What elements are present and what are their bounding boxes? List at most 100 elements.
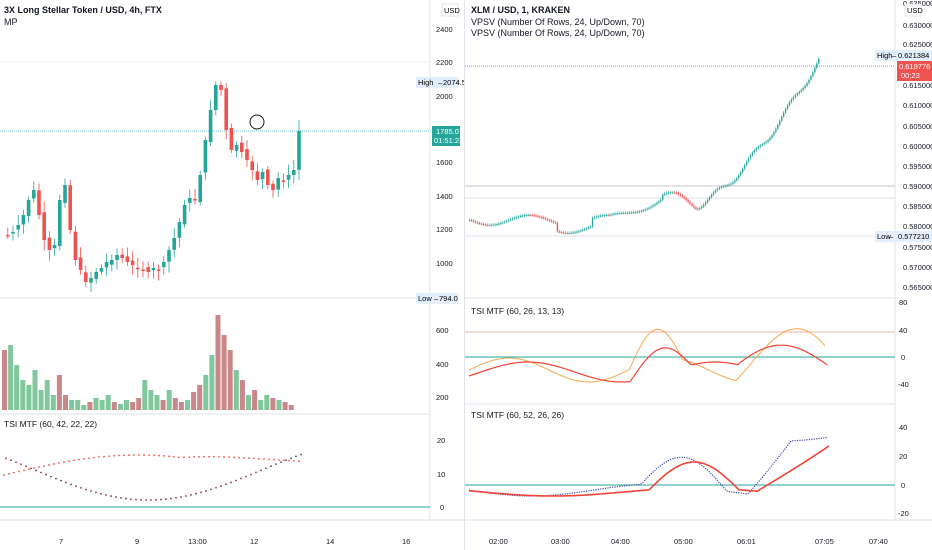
tsi-dot (48, 464, 50, 466)
high-value: 2074.5 (443, 78, 464, 87)
left-tsi-title[interactable]: TSI MTF (60, 42, 22, 22) (4, 419, 98, 429)
right-chart-canvas[interactable]: 0.635000 0.630000 0.625000 0.615000 0.61… (465, 0, 932, 550)
tsi-dot (73, 459, 75, 462)
right-tsi2-title[interactable]: TSI MTF (60, 52, 26, 26) (471, 410, 565, 420)
right-tsi1-title[interactable]: TSI MTF (60, 26, 13, 13) (471, 306, 565, 316)
candle-body (203, 140, 208, 173)
candle-body (255, 171, 260, 180)
tsi-dot (180, 496, 182, 498)
candle-body (804, 85, 806, 89)
tsi-dot (70, 483, 72, 486)
candle-body (266, 169, 270, 185)
tsi-dot (200, 491, 202, 494)
candle-body (716, 188, 719, 191)
candle-body (469, 220, 471, 221)
low-dash: – (434, 294, 439, 303)
time-tick: 05:00 (674, 537, 693, 546)
tsi-dot (260, 469, 262, 472)
left-tsi-dots (3, 453, 302, 501)
left-chart-canvas[interactable]: 2400 2200 2000 1600 1400 1200 1000 USD H… (0, 0, 464, 550)
right-chart-pane[interactable]: 0.635000 0.630000 0.625000 0.615000 0.61… (464, 0, 932, 550)
candle-body (749, 155, 752, 159)
candle-body (104, 262, 109, 268)
candle-body (745, 161, 748, 166)
candle-body (488, 224, 490, 226)
currency-button[interactable] (441, 3, 459, 17)
candle-body (650, 206, 652, 208)
candle-body (574, 232, 576, 234)
tsi-dot (238, 456, 240, 459)
candle-body (582, 229, 584, 231)
candle-body (730, 183, 732, 185)
tsi-dot (123, 454, 125, 457)
candle-body (808, 79, 810, 84)
volume-bar (8, 345, 14, 410)
candle-body (601, 215, 603, 217)
candle-body (654, 204, 656, 206)
candle-body (240, 142, 244, 152)
tsi-dot (103, 455, 105, 458)
tsi-dot (205, 490, 207, 492)
tsi-dot (83, 457, 85, 460)
candle-body (617, 213, 619, 215)
candle-body (6, 234, 10, 237)
candle-body (523, 215, 525, 217)
tsi-dot (88, 457, 90, 460)
left-volume-series (2, 315, 294, 410)
candle-body (681, 195, 683, 197)
candle-body (78, 257, 83, 270)
candle-body (740, 172, 742, 176)
tsi-dot (163, 455, 165, 457)
high-tag (416, 77, 458, 88)
candle-body (496, 224, 498, 226)
candle-body (685, 198, 687, 201)
currency-button[interactable] (904, 3, 922, 17)
tsi-dot (253, 457, 255, 460)
volume-bar (160, 400, 166, 410)
countdown: 00:23 (901, 71, 920, 80)
volume-bar (93, 398, 99, 410)
candle-body (722, 186, 724, 188)
volume-bar (288, 405, 294, 410)
volume-bar (117, 404, 123, 410)
volume-bar (172, 398, 178, 410)
left-indicator-label[interactable]: MP (4, 17, 18, 27)
circle-drawing[interactable] (249, 114, 265, 130)
candle-body (673, 192, 676, 194)
left-chart-pane[interactable]: 2400 2200 2000 1600 1400 1200 1000 USD H… (0, 0, 464, 550)
low-tag (875, 231, 932, 242)
vpsv-indicator-2[interactable]: VPSV (Number Of Rows, 24, Up/Down, 70) (471, 28, 645, 38)
volume-bar (105, 395, 111, 410)
candle-body (683, 196, 685, 199)
vpsv-indicator-1[interactable]: VPSV (Number Of Rows, 24, Up/Down, 70) (471, 17, 645, 27)
candle-body (794, 95, 797, 98)
candle-body (58, 200, 62, 247)
tsi2-tick: 40 (899, 423, 907, 432)
candle-body (679, 194, 681, 196)
candle-body (506, 220, 508, 222)
candle-body (728, 184, 730, 186)
volume-bar (136, 398, 142, 410)
candle-body (482, 224, 485, 226)
tsi-dot (60, 479, 62, 482)
volume-bar (209, 355, 215, 410)
tsi-dot (155, 498, 157, 501)
candle-body (621, 212, 623, 214)
candle-body (472, 220, 475, 222)
candle-body (162, 262, 166, 268)
candle-body (812, 72, 814, 77)
volume-bar (227, 350, 233, 410)
tsi-dot (58, 462, 60, 464)
tsi-dot (218, 455, 220, 458)
tsi-dot (270, 465, 272, 468)
tsi-dot (43, 465, 45, 467)
candle-body (788, 102, 791, 106)
candle-body (632, 212, 635, 214)
candle-body (208, 110, 213, 142)
tsi-dot (120, 496, 122, 499)
candle-body (757, 146, 759, 149)
tsi-dot (68, 460, 70, 463)
right-price-axis: 0.635000 0.630000 0.625000 0.615000 0.61… (903, 0, 932, 292)
tsi1-fast-line (468, 328, 826, 383)
tsi-dot (133, 454, 135, 456)
